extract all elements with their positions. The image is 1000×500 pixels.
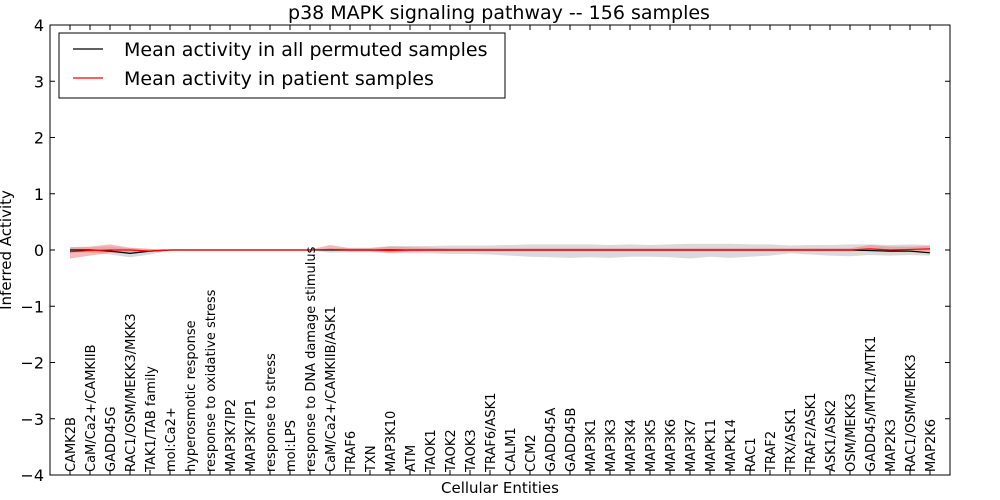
x-category-label: TRAF6/ASK1 <box>484 393 499 473</box>
x-category-label: MAP3K10 <box>384 411 399 472</box>
x-category-label: ATM <box>404 445 419 472</box>
line-series-1 <box>69 248 931 253</box>
x-category-label: MAP3K7IP1 <box>244 399 259 472</box>
x-category-label: MAP3K6 <box>664 419 679 472</box>
x-category-label: MAP3K1 <box>584 419 599 472</box>
y-tick-label: 0 <box>34 241 44 260</box>
y-tick-label: 3 <box>34 72 44 91</box>
x-axis: CAMK2B CaM/Ca2+/CAMKIIB GADD45G RAC1/OSM/ME… <box>64 25 939 475</box>
y-tick-label: 1 <box>34 185 44 204</box>
x-category-label: TAOK2 <box>444 429 459 473</box>
x-category-label: response to DNA damage stimulus <box>304 246 319 472</box>
x-category-label: CCM2 <box>524 434 539 472</box>
x-category-label: hyperosmotic response <box>184 320 199 472</box>
x-category-label: RAC1/OSM/MEKK3 <box>904 354 919 472</box>
y-axis-title: Inferred Activity <box>0 190 15 310</box>
x-category-label: RAC1/OSM/MEKK3/MKK3 <box>124 313 139 472</box>
x-category-label: CaM/Ca2+/CAMKIIB/ASK1 <box>324 306 339 472</box>
x-category-label: MAPK14 <box>724 419 739 472</box>
x-category-label: GADD45/MTK1/MTK1 <box>864 336 879 472</box>
y-tick-label: 4 <box>34 16 44 35</box>
x-category-label: MAP3K4 <box>624 419 639 472</box>
x-category-label: GADD45B <box>564 408 579 472</box>
x-category-label: ASK1/ASK2 <box>824 400 839 472</box>
y-tick-label: −3 <box>20 410 44 429</box>
x-category-label: OSM/MEKK3 <box>844 393 859 472</box>
x-category-label: mol:Ca2+ <box>164 407 179 472</box>
x-category-label: response to oxidative stress <box>204 289 219 472</box>
x-category-label: TRAF6 <box>344 431 359 473</box>
x-category-label: RAC1 <box>744 437 759 472</box>
x-category-label: MAP2K3 <box>884 419 899 472</box>
y-tick-label: −2 <box>20 354 44 373</box>
x-category-label: MAP2K6 <box>924 419 939 472</box>
y-axis: 4 3 2 1 0 −1 −2 −3 −4 <box>20 16 950 485</box>
x-category-label: mol:LPS <box>284 420 299 472</box>
x-category-label: MAP3K5 <box>644 419 659 472</box>
band-series-0 <box>70 243 930 259</box>
y-tick-label: −1 <box>20 297 44 316</box>
x-category-label: TAOK1 <box>424 429 439 473</box>
x-category-label: TRAF2/ASK1 <box>804 393 819 473</box>
confidence-bands <box>70 243 930 259</box>
x-category-label: CAMK2B <box>64 417 79 472</box>
x-category-label: TRX/ASK1 <box>784 408 799 473</box>
x-category-label: CALM1 <box>504 427 519 472</box>
x-category-label: MAPK11 <box>704 419 719 472</box>
x-category-label: GADD45G <box>104 406 119 472</box>
legend-label-patient: Mean activity in patient samples <box>124 68 434 90</box>
legend: Mean activity in all permuted samples Me… <box>58 32 506 99</box>
x-category-label: GADD45A <box>544 407 559 472</box>
x-category-label: TXN <box>364 445 379 473</box>
x-axis-title: Cellular Entities <box>441 479 559 497</box>
x-category-label: MAP3K7 <box>684 419 699 472</box>
y-tick-label: 2 <box>34 129 44 148</box>
legend-frame <box>58 32 506 99</box>
x-category-label: TAOK3 <box>464 429 479 473</box>
legend-label-permuted: Mean activity in all permuted samples <box>124 39 487 61</box>
x-category-label: response to stress <box>264 353 279 472</box>
series-lines <box>69 248 931 254</box>
x-category-label: MAP3K7IP2 <box>224 399 239 472</box>
x-category-label: CaM/Ca2+/CAMKIIB <box>84 344 99 472</box>
x-category-label: TRAF2 <box>764 431 779 473</box>
x-category-label: TAK1/TAB family <box>144 366 159 473</box>
x-category-label: MAP3K3 <box>604 419 619 472</box>
chart-title: p38 MAPK signaling pathway -- 156 sample… <box>288 2 710 24</box>
y-tick-label: −4 <box>20 466 44 485</box>
